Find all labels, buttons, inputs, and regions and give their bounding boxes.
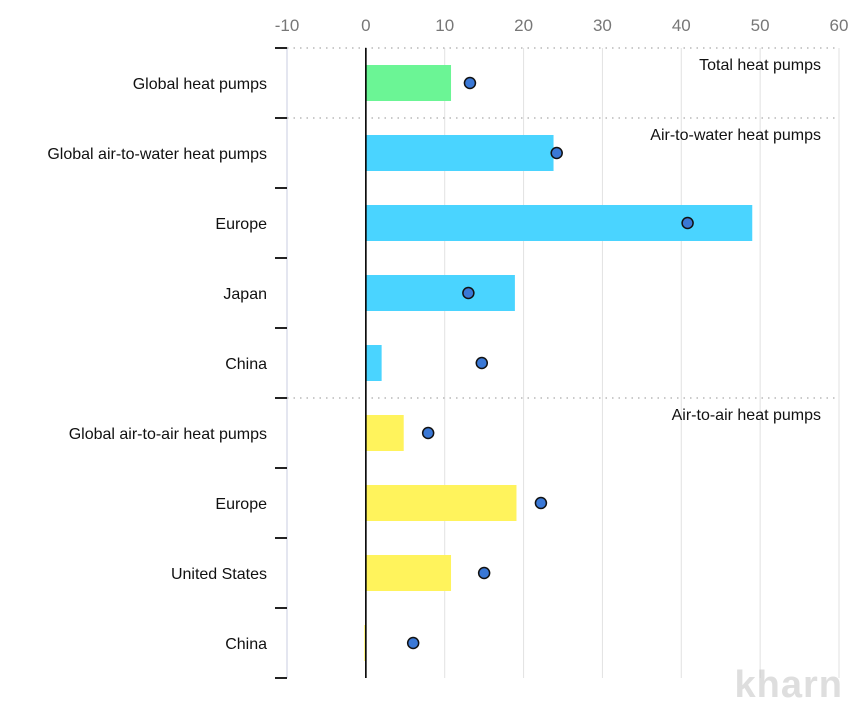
group-label: Air-to-water heat pumps	[650, 127, 821, 144]
data-point	[534, 496, 548, 510]
category-label: China	[225, 636, 267, 653]
bar	[365, 415, 404, 451]
data-point	[406, 636, 420, 650]
x-tick-label: 60	[830, 16, 849, 35]
category-label: Global heat pumps	[133, 76, 267, 93]
category-label: Europe	[215, 216, 267, 233]
x-tick-label: 30	[593, 16, 612, 35]
data-point	[477, 566, 491, 580]
group-label: Total heat pumps	[699, 57, 821, 74]
bar	[365, 555, 452, 591]
data-point	[550, 146, 563, 160]
group-label: Air-to-air heat pumps	[672, 407, 821, 424]
x-tick-label: 50	[751, 16, 770, 35]
data-point	[462, 286, 475, 300]
data-point	[421, 426, 435, 440]
x-tick-label: 10	[435, 16, 454, 35]
data-point	[681, 216, 694, 230]
bar	[365, 275, 515, 311]
bar	[365, 345, 382, 381]
category-label: Global air-to-water heat pumps	[47, 146, 267, 163]
bar	[365, 485, 517, 521]
x-tick-label: 40	[672, 16, 691, 35]
x-tick-label: 0	[361, 16, 370, 35]
watermark-logo: kharn	[734, 664, 843, 706]
data-point	[475, 356, 489, 370]
category-label: Europe	[215, 496, 267, 513]
category-label: Global air-to-air heat pumps	[69, 426, 267, 443]
x-tick-label: -10	[275, 16, 300, 35]
x-tick-label: 20	[514, 16, 533, 35]
category-label: China	[225, 356, 267, 373]
category-label: Japan	[223, 286, 267, 303]
data-point	[463, 76, 477, 90]
category-label: United States	[171, 566, 267, 583]
bar	[365, 205, 753, 241]
bar	[365, 65, 452, 101]
bar	[365, 135, 554, 171]
